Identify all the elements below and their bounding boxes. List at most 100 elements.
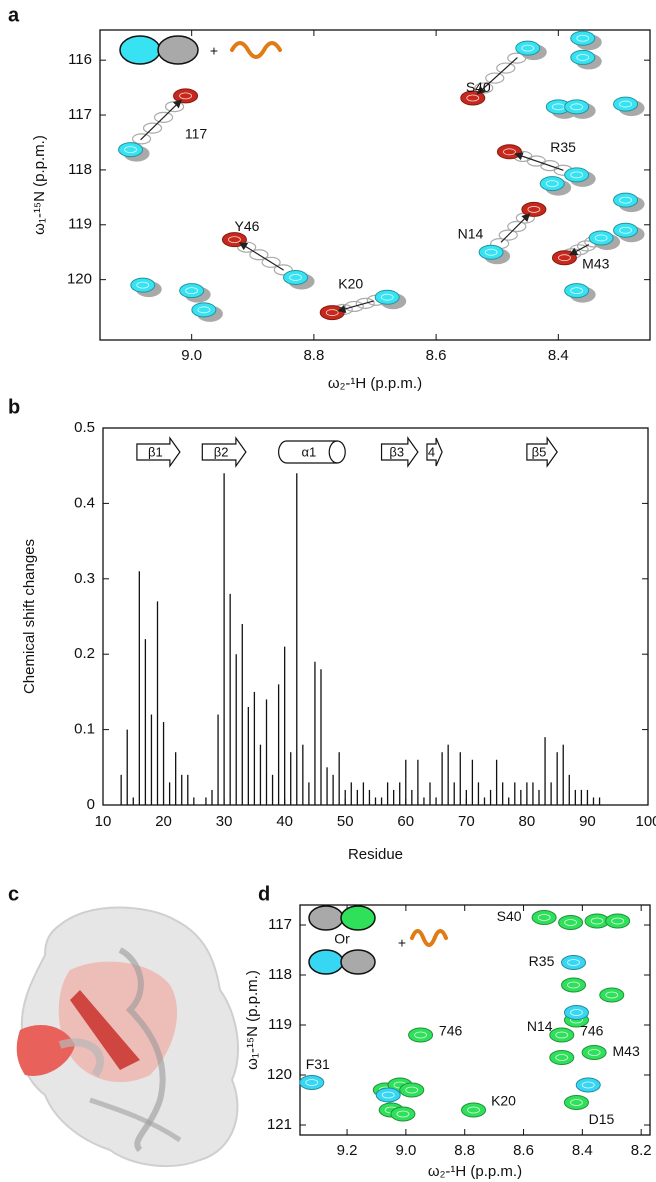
peak-label: Y46	[235, 218, 260, 234]
peak-label: M43	[613, 1043, 640, 1059]
contour-ring	[619, 196, 632, 204]
peak	[130, 277, 156, 293]
peak-label: 746	[580, 1023, 604, 1039]
contour-ring	[570, 1009, 583, 1016]
x-tick-label: 9.2	[337, 1142, 358, 1159]
protein-domain-icon	[308, 905, 344, 931]
peak	[408, 1027, 434, 1043]
contour-ring	[503, 148, 516, 156]
x-tick-label: 20	[155, 813, 172, 830]
contour-ring	[576, 54, 590, 61]
y-tick-label: 0.2	[74, 645, 95, 662]
peak	[399, 1082, 425, 1098]
contour-ring	[466, 94, 480, 102]
shift-arrow	[476, 57, 518, 95]
x-axis-title: ω₂-¹H (p.p.m.)	[328, 375, 422, 392]
y-tick-label: 119	[268, 1016, 292, 1033]
x-tick-label: 8.4	[548, 347, 569, 364]
y-tick-label: 116	[68, 51, 92, 68]
contour-ring	[405, 1086, 419, 1094]
peak	[478, 244, 504, 260]
contour-ring	[567, 959, 580, 966]
strand-arrow	[201, 436, 247, 468]
cartoon-or: Or	[334, 931, 350, 947]
peak	[496, 144, 522, 160]
shift-arrow	[568, 244, 590, 256]
peak	[613, 192, 639, 208]
y-tick-label: 118	[268, 966, 292, 983]
contour-ring	[570, 287, 584, 295]
contour-trail	[576, 240, 597, 252]
peak	[581, 1045, 607, 1060]
contour-ring	[594, 234, 608, 242]
y-tick-label: 0.3	[74, 570, 95, 587]
x-tick-label: 10	[95, 813, 112, 830]
y-axis-title: Chemical shift changes	[21, 539, 38, 694]
peak	[561, 955, 587, 970]
x-axis-title: ω₂-¹H (p.p.m.)	[428, 1163, 522, 1180]
contour-ring	[570, 1099, 583, 1106]
peak	[570, 30, 596, 46]
peak	[549, 1050, 575, 1065]
plot-frame	[99, 29, 651, 341]
contour-trail	[249, 249, 269, 261]
contour-ring	[305, 1079, 319, 1086]
panel-label: c	[8, 883, 19, 905]
structure-label: 4	[428, 444, 435, 459]
structure-label: β2	[214, 444, 229, 459]
y-tick-label: 117	[68, 106, 92, 123]
contour-ring	[537, 914, 551, 921]
contour-ring	[590, 917, 604, 925]
protein-domain-icon	[340, 949, 376, 975]
contour-ring	[228, 236, 241, 243]
protein-structure	[16, 906, 239, 1167]
contour-ring	[564, 919, 577, 926]
contour-ring	[527, 206, 541, 213]
peptide-icon	[230, 41, 282, 59]
protein-domain-icon	[157, 35, 199, 65]
x-tick-label: 9.0	[181, 347, 202, 364]
peak	[179, 283, 205, 299]
peak	[599, 987, 625, 1003]
x-tick-label: 8.6	[426, 347, 447, 364]
peptide-icon	[410, 929, 448, 947]
contour-trail	[498, 229, 518, 241]
peak	[521, 201, 547, 217]
contour-trail	[142, 122, 163, 134]
peak	[605, 913, 631, 929]
x-axis-title: Residue	[348, 846, 403, 863]
contour-trail	[131, 133, 152, 145]
plot-frame	[102, 427, 649, 806]
peak	[375, 1087, 401, 1103]
contour-ring	[380, 293, 394, 301]
contour-ring	[587, 1049, 601, 1056]
contour-ring	[555, 1054, 569, 1061]
contour-ring	[567, 981, 580, 989]
strand-arrow	[380, 436, 419, 468]
helix-cap	[328, 440, 338, 464]
contour-ring	[576, 34, 590, 42]
contour-ring	[558, 254, 571, 262]
x-tick-label: 80	[519, 813, 536, 830]
contour-ring	[179, 92, 192, 100]
shift-arrow	[238, 242, 284, 271]
x-tick-label: 8.8	[454, 1142, 475, 1159]
contour-ring	[484, 248, 498, 256]
x-tick-label: 30	[216, 813, 233, 830]
contour-ring	[611, 917, 625, 925]
peak	[173, 88, 199, 104]
contour-ring	[197, 306, 211, 314]
peak	[118, 142, 144, 158]
contour-trail	[273, 264, 293, 276]
peak	[613, 96, 639, 112]
y-tick-label: 120	[67, 271, 92, 288]
contour-trail	[237, 241, 257, 253]
peak-label: K20	[491, 1093, 516, 1109]
panel-label: a	[8, 4, 20, 26]
contour-ring	[185, 287, 199, 295]
contour-trail	[153, 111, 174, 123]
contour-ring	[136, 281, 150, 289]
x-tick-label: 40	[276, 813, 293, 830]
y-tick-label: 120	[267, 1066, 292, 1083]
contour-ring	[545, 180, 559, 188]
